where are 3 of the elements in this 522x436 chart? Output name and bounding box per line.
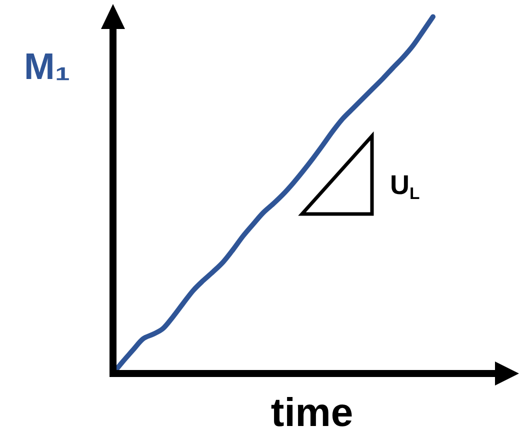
x-axis-title: time — [270, 391, 354, 435]
y-axis-title: M₁ — [24, 46, 70, 87]
annotation: U$_{L}$ — [390, 170, 420, 204]
